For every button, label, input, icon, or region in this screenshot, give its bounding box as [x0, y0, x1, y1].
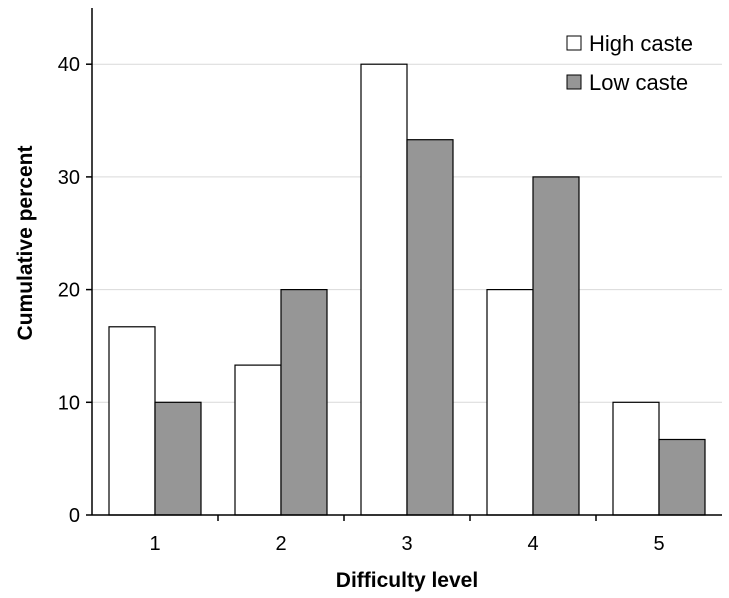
legend-swatch-low-caste [566, 74, 582, 90]
bar-high-caste-5 [612, 401, 660, 516]
bar-high-caste-4 [486, 289, 534, 516]
bars [108, 63, 706, 516]
bar-high-caste-2 [234, 364, 282, 516]
bar-low-caste-4 [532, 176, 580, 516]
y-axis-title: Cumulative percent [14, 146, 37, 341]
legend: High caste Low caste [566, 31, 693, 95]
bar-low-caste-1 [154, 401, 202, 516]
y-tick-label: 30 [58, 167, 80, 189]
bar-low-caste-5 [658, 438, 706, 516]
bar-high-caste-3 [360, 63, 408, 516]
bar-low-caste-3 [406, 139, 454, 516]
y-tick-label: 20 [58, 280, 80, 302]
x-tick-label: 3 [401, 533, 412, 555]
x-tick-label: 1 [149, 533, 160, 555]
y-tick-label: 40 [58, 54, 80, 76]
y-ticks: 0 10 20 30 40 [58, 54, 92, 527]
legend-swatch-high-caste [566, 35, 582, 51]
y-tick-label: 0 [69, 505, 80, 527]
bar-high-caste-1 [108, 326, 156, 516]
x-ticks: 1 2 3 4 5 [149, 515, 665, 555]
y-tick-label: 10 [58, 392, 80, 414]
bar-low-caste-2 [280, 289, 328, 516]
x-tick-label: 2 [275, 533, 286, 555]
legend-label-high-caste: High caste [589, 31, 693, 56]
x-tick-label: 4 [527, 533, 538, 555]
axes [91, 8, 722, 516]
legend-label-low-caste: Low caste [589, 70, 688, 95]
x-tick-label: 5 [653, 533, 664, 555]
x-axis-title: Difficulty level [336, 569, 478, 592]
